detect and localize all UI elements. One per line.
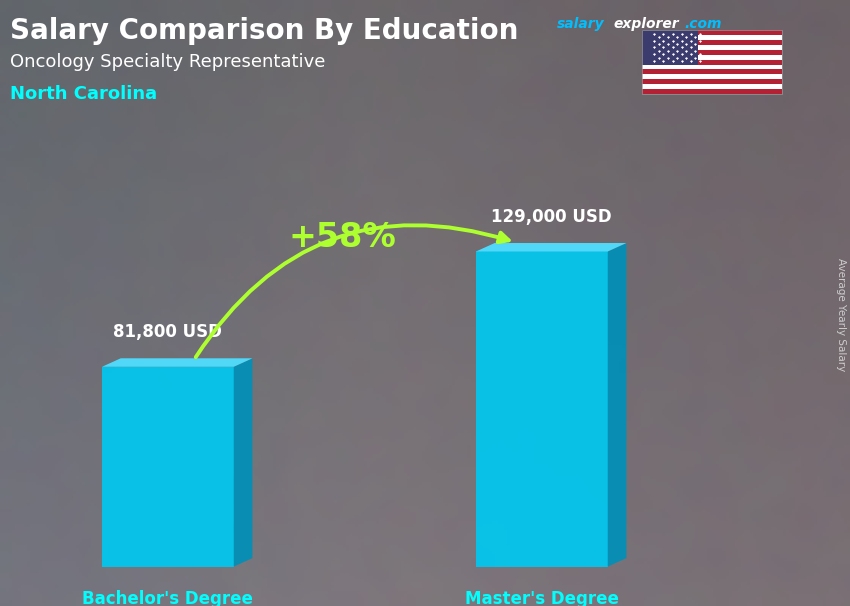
Polygon shape <box>476 243 626 251</box>
Bar <box>642 50 782 55</box>
Text: +58%: +58% <box>288 221 396 254</box>
Polygon shape <box>234 358 252 567</box>
Bar <box>642 40 782 45</box>
Bar <box>642 65 782 70</box>
Bar <box>642 35 782 40</box>
Text: North Carolina: North Carolina <box>10 85 157 103</box>
Bar <box>642 84 782 89</box>
Bar <box>642 89 782 94</box>
Bar <box>642 75 782 79</box>
Text: 81,800 USD: 81,800 USD <box>113 324 223 341</box>
Text: salary: salary <box>557 17 604 31</box>
Text: .com: .com <box>684 17 722 31</box>
Polygon shape <box>608 243 626 567</box>
Text: Average Yearly Salary: Average Yearly Salary <box>836 259 847 371</box>
Bar <box>642 55 782 59</box>
Bar <box>642 79 782 84</box>
Bar <box>642 30 782 94</box>
Polygon shape <box>102 367 234 567</box>
Text: explorer: explorer <box>614 17 679 31</box>
Polygon shape <box>102 358 252 367</box>
Text: Oncology Specialty Representative: Oncology Specialty Representative <box>10 53 326 72</box>
Bar <box>642 59 782 65</box>
Bar <box>642 30 782 35</box>
Bar <box>642 45 782 50</box>
Text: Master's Degree: Master's Degree <box>465 590 619 606</box>
Text: 129,000 USD: 129,000 USD <box>491 208 611 226</box>
Text: Salary Comparison By Education: Salary Comparison By Education <box>10 17 518 45</box>
Polygon shape <box>476 251 608 567</box>
Bar <box>642 30 698 65</box>
Bar <box>642 70 782 75</box>
Text: Bachelor's Degree: Bachelor's Degree <box>82 590 253 606</box>
